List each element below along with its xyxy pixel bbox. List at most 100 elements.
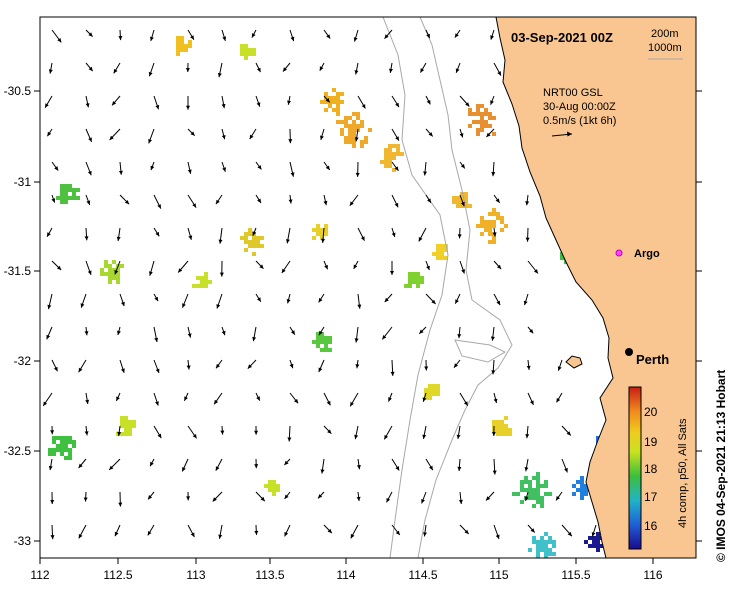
sst-pixel xyxy=(348,128,352,132)
current-arrow xyxy=(454,29,461,38)
sst-pixel xyxy=(432,392,436,396)
sst-pixel xyxy=(332,88,336,92)
sst-pixel xyxy=(472,112,476,116)
sst-pixel xyxy=(460,196,464,200)
current-arrow xyxy=(50,524,55,540)
sst-pixel xyxy=(276,488,280,492)
sst-pixel xyxy=(584,492,588,496)
sst-pixel xyxy=(412,272,416,276)
current-arrow xyxy=(218,524,223,539)
sst-pixel xyxy=(316,224,320,228)
current-arrow xyxy=(85,260,92,276)
current-arrow xyxy=(187,524,195,538)
sst-pixel xyxy=(536,484,540,488)
current-arrow xyxy=(254,524,259,535)
sst-pixel xyxy=(244,236,248,240)
sst-pixel xyxy=(580,492,584,496)
contour-island xyxy=(454,339,507,363)
current-arrow xyxy=(187,128,196,137)
current-arrow xyxy=(251,29,257,38)
current-arrow xyxy=(255,491,266,502)
sst-pixel xyxy=(120,432,124,436)
sst-pixel xyxy=(260,244,264,248)
sst-pixel xyxy=(520,500,524,504)
sst-pixel xyxy=(244,56,248,60)
sst-pixel xyxy=(544,556,548,558)
current-arrow xyxy=(289,326,296,335)
sst-pixel xyxy=(116,280,120,284)
sst-pixel xyxy=(484,108,488,112)
current-arrow xyxy=(459,260,465,274)
sst-pixel xyxy=(532,492,536,496)
sst-pixel xyxy=(544,544,548,548)
perth-marker xyxy=(625,348,633,356)
current-arrow xyxy=(215,359,223,369)
sst-pixel xyxy=(108,280,112,284)
sst-pixel xyxy=(64,188,68,192)
sst-pixel xyxy=(116,432,120,436)
sst-pixel xyxy=(244,52,248,56)
sst-pixel xyxy=(252,236,256,240)
current-arrow xyxy=(491,425,496,437)
argo-label: Argo xyxy=(634,248,660,260)
svg-text:-32: -32 xyxy=(14,354,32,368)
sst-pixel xyxy=(536,544,540,548)
sst-pixel xyxy=(492,212,496,216)
sst-pixel xyxy=(596,544,600,548)
sst-pixel xyxy=(324,232,328,236)
sst-pixel xyxy=(64,184,68,188)
current-arrow xyxy=(85,161,92,176)
current-arrow xyxy=(187,227,193,240)
current-arrow xyxy=(84,425,89,436)
sst-pixel xyxy=(488,212,492,216)
x-tick: 115.5 xyxy=(561,558,591,582)
current-arrow xyxy=(284,524,291,537)
colorbar-label: 4h comp, p50, All Sats xyxy=(677,418,689,528)
current-arrow xyxy=(523,293,529,306)
sst-pixel xyxy=(240,44,244,48)
sst-pixel xyxy=(480,232,484,236)
current-arrow xyxy=(114,524,121,537)
sst-pixel xyxy=(132,420,136,424)
sst-pixel xyxy=(552,540,556,544)
sst-pixel xyxy=(452,196,456,200)
sst-pixel xyxy=(468,112,472,116)
sst-pixel xyxy=(188,44,192,48)
sst-pixel xyxy=(480,104,484,108)
sst-pixel xyxy=(540,500,544,504)
sst-pixel xyxy=(464,196,468,200)
sst-pixel xyxy=(404,284,408,288)
current-arrow xyxy=(422,392,427,402)
current-arrow xyxy=(425,95,431,105)
sst-pixel xyxy=(268,484,272,488)
sst-pixel xyxy=(316,340,320,344)
date-title: 03-Sep-2021 00Z xyxy=(511,30,613,45)
sst-pixel xyxy=(316,232,320,236)
current-arrow xyxy=(525,194,530,206)
current-arrow xyxy=(187,326,192,338)
plot-frame xyxy=(39,16,697,559)
sst-pixel xyxy=(268,480,272,484)
sst-pixel xyxy=(320,332,324,336)
sst-pixel xyxy=(492,240,496,244)
sst-pixel xyxy=(488,112,492,116)
contour-1000m xyxy=(382,17,449,558)
current-arrow xyxy=(388,392,393,402)
sst-pixel xyxy=(488,228,492,232)
sst-pixel xyxy=(328,336,332,340)
sst-pixel xyxy=(240,52,244,56)
sst-pixel xyxy=(520,480,524,484)
sst-pixel xyxy=(108,264,112,268)
sst-pixel xyxy=(340,132,344,136)
sst-pixel xyxy=(256,240,260,244)
current-arrow xyxy=(109,128,121,141)
sst-pixel xyxy=(532,476,536,480)
current-arrow xyxy=(113,62,121,74)
sst-pixel xyxy=(248,48,252,52)
current-arrow xyxy=(390,359,395,376)
sst-pixel xyxy=(100,272,104,276)
sst-pixel xyxy=(580,496,584,500)
sst-pixel xyxy=(416,276,420,280)
current-arrow xyxy=(349,194,359,207)
sst-pixel xyxy=(248,232,252,236)
